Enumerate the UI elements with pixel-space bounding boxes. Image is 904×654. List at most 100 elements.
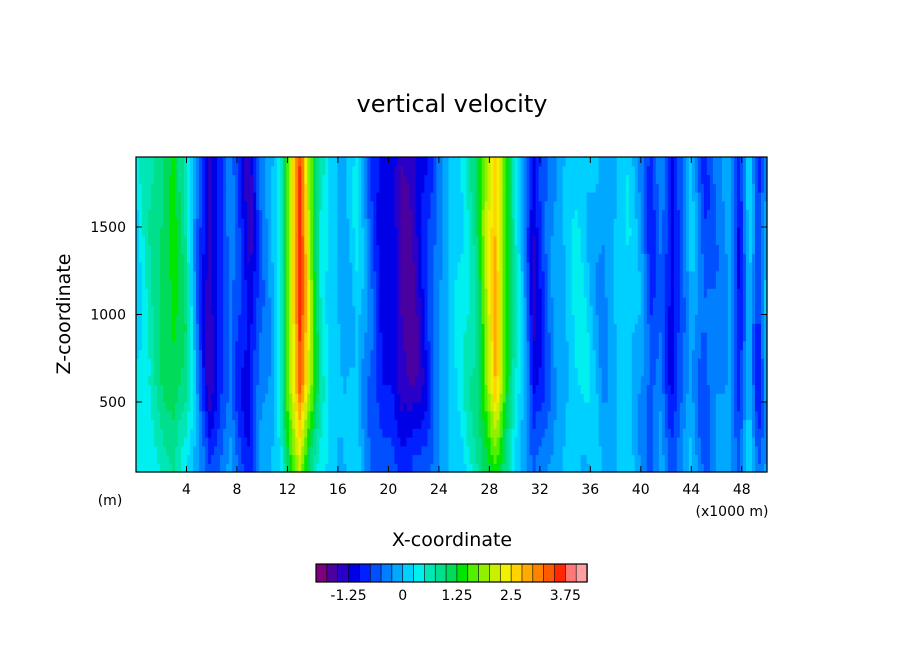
field-cell xyxy=(280,445,284,456)
field-cell xyxy=(184,270,188,281)
field-cell xyxy=(229,183,233,193)
field-cell xyxy=(517,332,522,342)
field-cell xyxy=(385,445,389,456)
field-cell xyxy=(193,410,197,421)
field-cell xyxy=(403,384,408,394)
field-cell xyxy=(157,200,161,211)
field-cell xyxy=(478,375,483,386)
field-cell xyxy=(214,402,218,412)
field-cell xyxy=(274,410,278,421)
field-cell xyxy=(481,314,486,324)
field-cell xyxy=(379,174,383,184)
field-cell xyxy=(424,262,429,272)
field-cell xyxy=(421,288,426,298)
field-cell xyxy=(235,218,239,228)
field-cell xyxy=(301,192,305,202)
field-cell xyxy=(391,235,395,246)
field-cell xyxy=(283,192,287,202)
field-cell xyxy=(175,262,179,272)
field-cell xyxy=(364,349,368,359)
field-cell xyxy=(541,367,546,377)
field-cell xyxy=(535,209,540,219)
field-cell xyxy=(511,437,516,447)
field-cell xyxy=(514,402,519,412)
field-cell xyxy=(520,314,525,324)
field-cell xyxy=(370,227,374,237)
field-cell xyxy=(421,157,426,167)
field-cell xyxy=(352,384,356,394)
field-cell xyxy=(172,349,176,359)
field-cell xyxy=(139,218,143,228)
field-cell xyxy=(388,445,392,456)
field-cell xyxy=(244,279,248,289)
field-cell xyxy=(220,297,224,307)
field-cell xyxy=(310,244,314,254)
field-cell xyxy=(211,235,215,246)
field-cell xyxy=(544,279,549,289)
field-cell xyxy=(220,428,224,438)
field-cell xyxy=(328,270,332,281)
field-cell xyxy=(346,428,350,438)
field-cell xyxy=(250,297,254,307)
field-cell xyxy=(535,183,540,193)
field-cell xyxy=(361,445,365,456)
field-cell xyxy=(166,192,170,202)
field-cell xyxy=(487,428,492,438)
field-cell xyxy=(370,244,374,254)
field-cell xyxy=(490,227,495,237)
field-cell xyxy=(493,384,498,394)
field-cell xyxy=(445,393,450,403)
field-cell xyxy=(211,297,215,307)
field-cell xyxy=(256,209,260,219)
field-cell xyxy=(442,375,447,386)
field-cell xyxy=(400,340,405,351)
field-cell xyxy=(292,165,296,176)
field-cell xyxy=(292,235,296,246)
field-cell xyxy=(484,349,489,359)
field-cell xyxy=(349,314,353,324)
field-cell xyxy=(244,402,248,412)
field-cell xyxy=(319,262,323,272)
field-cell xyxy=(343,174,347,184)
field-cell xyxy=(490,358,495,368)
field-cell xyxy=(505,340,510,351)
field-cell xyxy=(343,340,347,351)
field-cell xyxy=(292,314,296,324)
field-cell xyxy=(451,349,456,359)
field-cell xyxy=(544,419,549,429)
field-cell xyxy=(292,384,296,394)
field-cell xyxy=(229,419,233,429)
field-cell xyxy=(298,428,302,438)
field-cell xyxy=(469,192,474,202)
field-cell xyxy=(151,454,155,464)
field-cell xyxy=(427,358,432,368)
field-cell xyxy=(199,165,203,176)
field-cell xyxy=(208,445,212,456)
field-cell xyxy=(286,437,290,447)
field-cell xyxy=(280,183,284,193)
field-cell xyxy=(211,384,215,394)
field-cell xyxy=(478,183,483,193)
field-cell xyxy=(511,218,516,228)
field-cell xyxy=(433,367,438,377)
field-cell xyxy=(367,340,371,351)
field-cell xyxy=(295,270,299,281)
field-cell xyxy=(166,314,170,324)
field-cell xyxy=(445,270,450,281)
field-cell xyxy=(292,157,296,167)
field-cell xyxy=(292,428,296,438)
field-cell xyxy=(517,244,522,254)
field-cell xyxy=(469,402,474,412)
field-cell xyxy=(514,227,519,237)
field-cell xyxy=(403,244,408,254)
field-cell xyxy=(433,192,438,202)
field-cell xyxy=(547,157,552,167)
field-cell xyxy=(499,332,504,342)
field-cell xyxy=(490,454,495,464)
field-cell xyxy=(184,419,188,429)
field-cell xyxy=(169,192,173,202)
field-cell xyxy=(415,192,420,202)
field-cell xyxy=(427,270,432,281)
field-cell xyxy=(439,297,444,307)
field-cell xyxy=(223,445,227,456)
